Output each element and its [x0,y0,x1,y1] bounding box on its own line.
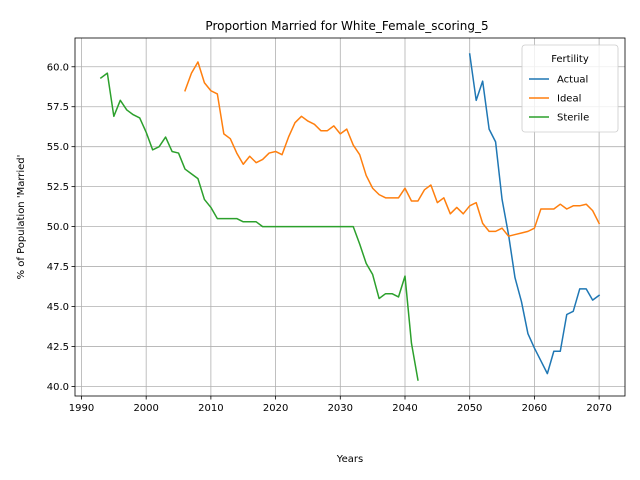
y-tick-label: 52.5 [47,182,69,193]
x-tick-label: 2070 [586,403,611,414]
chart-title: Proportion Married for White_Female_scor… [205,19,488,33]
y-tick-label: 50.0 [47,222,69,233]
series-lines [99,53,601,381]
y-tick-label: 40.0 [47,382,69,393]
y-tick-label: 57.5 [47,102,69,113]
legend-title: Fertility [551,54,589,65]
y-axis-label: % of Population 'Married' [16,155,27,280]
y-tick-label: 47.5 [47,262,69,273]
x-axis-label: Years [336,454,363,465]
x-tick-label: 2020 [263,403,288,414]
y-tick-label: 42.5 [47,342,69,353]
legend-box [521,44,619,133]
y-tick-label: 45.0 [47,302,69,313]
x-tick-label: 2060 [522,403,547,414]
y-axis-ticks: 40.0 42.5 45.0 47.5 50.0 52.5 55.0 57.5 60.0 [47,62,75,393]
legend-label-sterile: Sterile [557,113,589,124]
series-line-sterile [99,72,419,381]
legend-label-ideal: Ideal [557,94,581,105]
legend-entries: Actual Ideal Sterile [529,75,589,124]
series-line-actual [468,53,601,375]
x-tick-label: 2030 [328,403,353,414]
x-tick-label: 2040 [392,403,417,414]
x-tick-label: 2050 [457,403,482,414]
y-tick-label: 60.0 [47,62,69,73]
plot-area-frame [74,37,626,397]
x-tick-label: 1990 [69,403,94,414]
x-tick-label: 2010 [198,403,223,414]
legend: Fertility Actual Ideal Sterile [521,44,619,133]
x-axis-ticks: 1990 2000 2010 2020 2030 2040 2050 2060 2070 [69,396,612,414]
legend-label-actual: Actual [557,75,588,86]
x-tick-label: 2000 [133,403,158,414]
y-tick-label: 55.0 [47,142,69,153]
series-line-ideal [184,61,601,237]
